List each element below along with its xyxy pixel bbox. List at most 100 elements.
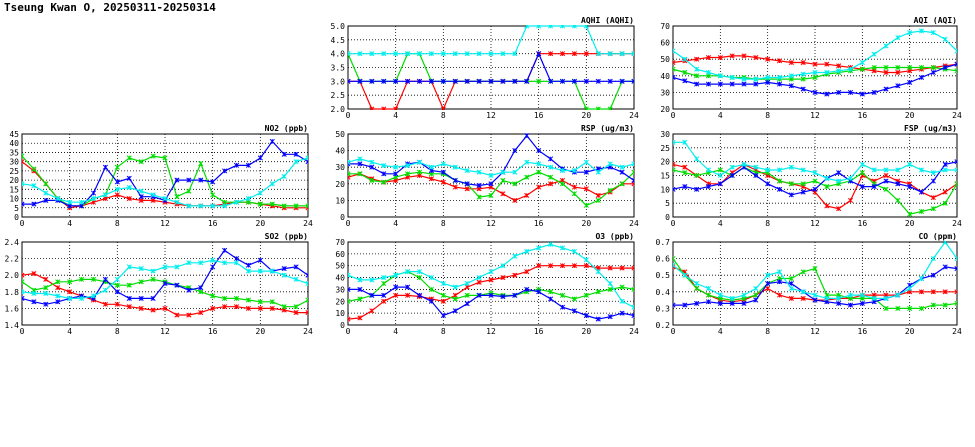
aqhi-y-tick-label: 3.0 [331,77,346,86]
rsp-data-point-day2 [595,197,601,203]
so2-data-point-day3 [22,295,25,301]
o3-data-point-day1 [500,275,506,281]
rsp-data-point-day2 [416,169,423,175]
o3-data-point-day3 [536,289,542,295]
aqhi-data-point-day1 [571,51,577,57]
aqi-data-point-day3 [918,74,925,81]
co-data-point-day3 [788,280,794,287]
o3-data-point-day2 [583,292,589,298]
no2-data-point-day3 [43,197,49,203]
rsp-x-tick-label: 4 [393,219,398,228]
co-data-point-day3 [930,272,936,278]
so2-data-point-day1 [305,309,308,316]
no2-data-point-day4 [222,203,228,209]
o3-data-point-day4 [512,253,518,259]
fsp-data-point-day4 [717,172,723,179]
o3-data-point-day3 [607,314,613,320]
aqhi-y-tick-label: 3.5 [331,64,346,73]
so2-data-point-day1 [22,272,25,278]
aqi-data-point-day1 [753,54,759,61]
fsp-data-point-day1 [942,189,948,195]
rsp-data-point-day3 [369,164,375,170]
co-data-point-day4 [682,272,688,278]
fsp-data-point-day4 [954,167,957,173]
o3-data-point-day3 [393,284,399,290]
fsp-data-point-day4 [847,175,854,181]
o3-data-point-day4 [583,257,589,263]
co-x-tick-label: 20 [905,327,915,336]
so2-data-point-day4 [114,276,120,282]
o3-y-tick-label: 70 [335,238,345,247]
aqi-x-tick-label: 0 [671,111,676,120]
aqi-data-point-day3 [954,61,957,67]
no2-data-point-day1 [114,192,120,198]
o3-y-tick-label: 20 [335,297,345,306]
co-data-point-day3 [682,302,688,308]
no2-data-point-day2 [269,201,275,207]
fsp-data-point-day4 [765,167,771,173]
rsp-data-point-day3 [464,181,470,187]
fsp-data-point-day4 [871,167,877,173]
rsp-data-point-day4 [393,164,399,170]
aqhi-x-tick-label: 12 [486,111,496,120]
o3-data-point-day1 [548,263,554,269]
rsp-data-point-day1 [440,179,446,185]
fsp-data-point-day1 [883,172,889,179]
fsp-data-point-day2 [930,206,936,212]
o3-data-point-day1 [393,292,399,298]
aqi-data-point-day2 [883,64,889,71]
aqi-data-point-day4 [942,36,948,42]
so2-data-point-day1 [102,301,108,307]
aqi-data-point-day1 [895,69,901,76]
no2-data-point-day3 [269,138,275,144]
aqhi-data-point-day4 [583,25,589,29]
aqi-data-point-day2 [907,64,913,71]
o3-data-point-day1 [369,308,375,314]
aqi-data-point-day3 [673,74,676,81]
aqi-data-point-day4 [847,66,854,72]
o3-data-point-day3 [369,292,375,298]
aqhi-data-point-day4 [416,51,423,57]
co-data-point-day1 [673,264,676,270]
no2-data-point-day4 [67,199,73,205]
aqhi-data-point-day3 [548,78,554,84]
aqhi-data-point-day2 [536,78,542,84]
rsp-data-point-day3 [524,133,530,139]
so2-data-point-day4 [269,268,275,274]
no2-data-point-day4 [245,196,251,202]
rsp-data-point-day4 [512,169,518,175]
aqi-data-point-day4 [717,73,723,79]
rsp-x-tick-label: 24 [629,219,639,228]
fsp-data-point-day3 [942,161,948,167]
fsp-data-point-day3 [776,186,783,192]
fsp-data-point-day4 [673,139,676,145]
co-data-point-day2 [895,305,901,311]
o3-data-point-day3 [428,298,434,304]
aqhi-data-point-day1 [381,106,387,110]
so2-data-point-day1 [293,309,299,316]
o3-data-point-day1 [559,263,566,269]
fsp-data-point-day2 [859,170,865,176]
rsp-data-point-day1 [524,192,530,198]
aqhi-data-point-day3 [595,78,601,84]
fsp-data-point-day2 [907,211,913,217]
no2-data-point-day3 [31,201,37,207]
aqi-data-point-day2 [812,74,818,81]
fsp-y-tick-label: 10 [660,185,670,194]
fsp-data-point-day3 [836,170,842,176]
rsp-data-point-day4 [619,164,625,170]
so2-x-tick-label: 0 [20,327,25,336]
aqhi-data-point-day3 [571,78,577,84]
so2-data-point-day1 [210,305,216,311]
o3-data-point-day2 [452,296,458,302]
aqhi-data-point-day4 [381,51,387,57]
fsp-data-point-day3 [812,186,818,192]
fsp-y-tick-label: 30 [660,130,670,139]
co-data-point-day4 [871,295,877,301]
o3-data-point-day4 [440,280,446,287]
co-data-point-day2 [800,269,806,275]
aqi-data-point-day1 [717,54,723,61]
so2-data-point-day3 [43,301,49,307]
o3-data-point-day2 [464,292,470,298]
aqhi-x-tick-label: 20 [582,111,592,120]
